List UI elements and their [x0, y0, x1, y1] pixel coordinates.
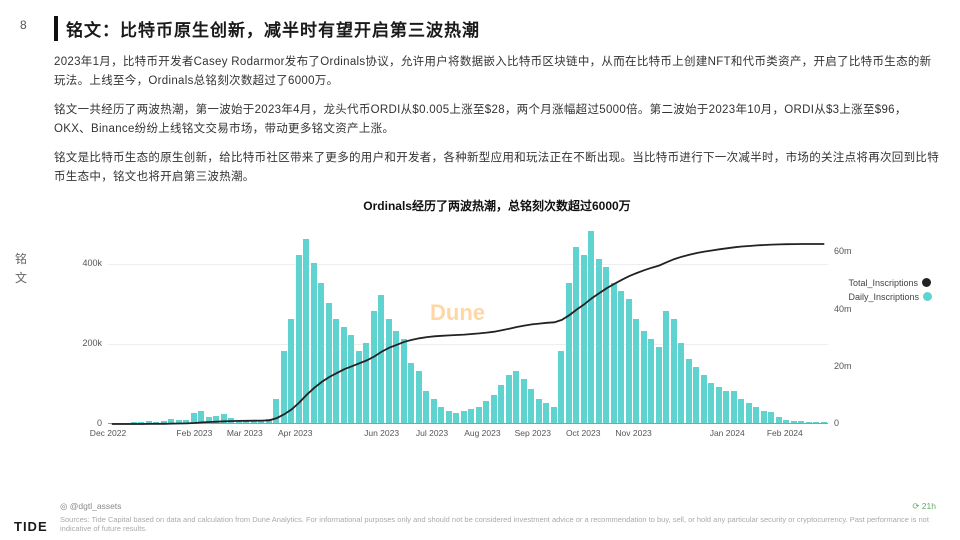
paragraph-1: 2023年1月，比特币开发者Casey Rodarmor发布了Ordinals协… — [54, 53, 940, 91]
y2-tick: 60m — [834, 246, 852, 256]
x-tick: Aug 2023 — [464, 428, 500, 438]
total-line — [108, 224, 828, 424]
chart-attribution-right: ⟳ 21h — [912, 501, 936, 512]
footer-disclaimer: Sources: Tide Capital based on data and … — [60, 515, 940, 535]
y1-tick: 0 — [68, 418, 102, 428]
y2-tick: 20m — [834, 361, 852, 371]
paragraph-3: 铭文是比特币生态的原生创新，给比特币社区带来了更多的用户和开发者，各种新型应用和… — [54, 149, 940, 187]
legend-total: Total_Inscriptions — [848, 278, 932, 288]
legend-daily-swatch — [923, 292, 932, 301]
y1-tick: 200k — [68, 338, 102, 348]
brand-logo: TIDE — [14, 519, 48, 534]
chart-legend: Total_Inscriptions Daily_Inscriptions — [848, 278, 932, 306]
page-number: 8 — [20, 18, 27, 32]
paragraph-2: 铭文一共经历了两波热潮，第一波始于2023年4月，龙头代币ORDI从$0.005… — [54, 101, 940, 139]
legend-daily-label: Daily_Inscriptions — [848, 292, 919, 302]
side-section-label: 铭文 — [14, 250, 28, 288]
page-title: 铭文：比特币原生创新，减半时有望开启第三波热潮 — [54, 16, 940, 41]
x-tick: Jul 2023 — [416, 428, 448, 438]
main-content: 铭文：比特币原生创新，减半时有望开启第三波热潮 2023年1月，比特币开发者Ca… — [54, 16, 940, 460]
legend-total-swatch — [922, 278, 931, 287]
x-tick: Feb 2024 — [767, 428, 803, 438]
y2-tick: 0 — [834, 418, 839, 428]
y1-tick: 400k — [68, 258, 102, 268]
ordinals-chart: 0200k400k020m40m60m Total_Inscriptions D… — [62, 218, 932, 460]
legend-total-label: Total_Inscriptions — [848, 278, 918, 288]
x-tick: Nov 2023 — [615, 428, 651, 438]
x-tick: Apr 2023 — [278, 428, 313, 438]
x-tick: Feb 2023 — [176, 428, 212, 438]
chart-attribution-left: ◎ @dgtl_assets — [60, 501, 121, 512]
chart-plot-area: 0200k400k020m40m60m — [108, 224, 828, 424]
x-tick: Sep 2023 — [515, 428, 551, 438]
chart-title: Ordinals经历了两波热潮，总铭刻次数超过6000万 — [54, 197, 940, 214]
x-tick: Dec 2022 — [90, 428, 126, 438]
legend-daily: Daily_Inscriptions — [848, 292, 932, 302]
x-tick: Mar 2023 — [227, 428, 263, 438]
x-tick: Jun 2023 — [364, 428, 399, 438]
x-tick: Jan 2024 — [710, 428, 745, 438]
x-tick: Oct 2023 — [566, 428, 601, 438]
